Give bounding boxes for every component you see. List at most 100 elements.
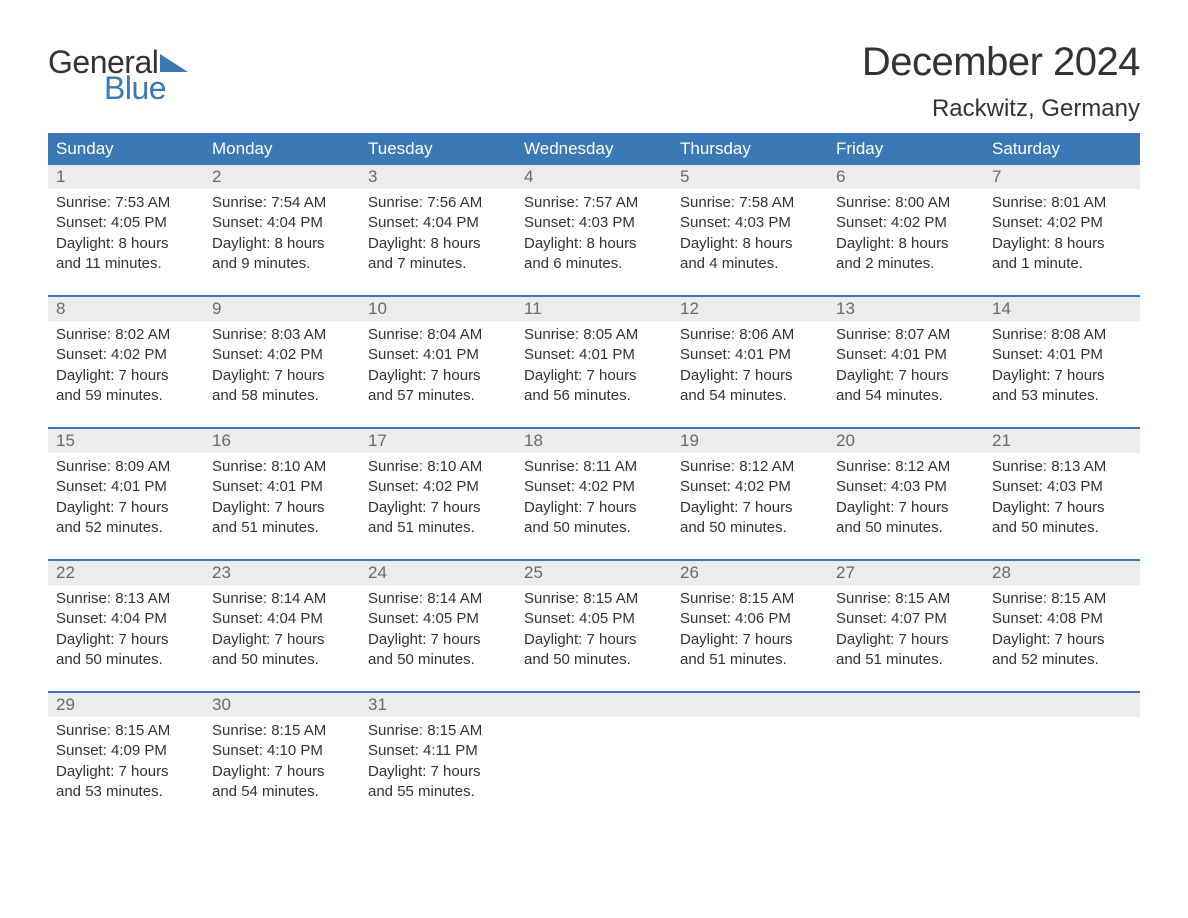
day-cell: Sunrise: 8:11 AMSunset: 4:02 PMDaylight:… <box>516 453 672 559</box>
sunset-line: Sunset: 4:03 PM <box>524 213 664 233</box>
daylight-line-2: and 50 minutes. <box>368 650 508 670</box>
sunset-line: Sunset: 4:02 PM <box>992 213 1132 233</box>
daylight-line-1: Daylight: 7 hours <box>212 498 352 518</box>
day-number: 14 <box>984 297 1140 321</box>
daylight-line-1: Daylight: 7 hours <box>56 762 196 782</box>
day-body-row: Sunrise: 8:02 AMSunset: 4:02 PMDaylight:… <box>48 321 1140 427</box>
sunrise-line: Sunrise: 8:14 AM <box>368 589 508 609</box>
sunset-line: Sunset: 4:03 PM <box>992 477 1132 497</box>
calendar-header-row: SundayMondayTuesdayWednesdayThursdayFrid… <box>48 133 1140 165</box>
day-number: 2 <box>204 165 360 189</box>
day-cell: Sunrise: 7:57 AMSunset: 4:03 PMDaylight:… <box>516 189 672 295</box>
sunset-line: Sunset: 4:01 PM <box>524 345 664 365</box>
daylight-line-2: and 52 minutes. <box>992 650 1132 670</box>
day-number: 1 <box>48 165 204 189</box>
daylight-line-2: and 2 minutes. <box>836 254 976 274</box>
sunrise-line: Sunrise: 8:07 AM <box>836 325 976 345</box>
location: Rackwitz, Germany <box>862 95 1140 123</box>
sunset-line: Sunset: 4:01 PM <box>56 477 196 497</box>
day-number: 24 <box>360 561 516 585</box>
daylight-line-2: and 50 minutes. <box>680 518 820 538</box>
day-number: 23 <box>204 561 360 585</box>
sunrise-line: Sunrise: 8:12 AM <box>836 457 976 477</box>
daylight-line-1: Daylight: 8 hours <box>992 234 1132 254</box>
sunrise-line: Sunrise: 8:13 AM <box>56 589 196 609</box>
sunset-line: Sunset: 4:01 PM <box>836 345 976 365</box>
sunrise-line: Sunrise: 8:10 AM <box>368 457 508 477</box>
sunset-line: Sunset: 4:06 PM <box>680 609 820 629</box>
day-number: 13 <box>828 297 984 321</box>
sunrise-line: Sunrise: 8:03 AM <box>212 325 352 345</box>
sunset-line: Sunset: 4:02 PM <box>836 213 976 233</box>
sunset-line: Sunset: 4:02 PM <box>680 477 820 497</box>
calendar-weeks: 1234567Sunrise: 7:53 AMSunset: 4:05 PMDa… <box>48 165 1140 823</box>
day-header: Sunday <box>48 133 204 165</box>
week-block: 293031Sunrise: 8:15 AMSunset: 4:09 PMDay… <box>48 691 1140 823</box>
day-cell: Sunrise: 8:15 AMSunset: 4:11 PMDaylight:… <box>360 717 516 823</box>
daylight-line-2: and 50 minutes. <box>524 518 664 538</box>
day-number-row: 293031 <box>48 691 1140 717</box>
day-number: 19 <box>672 429 828 453</box>
day-cell: Sunrise: 8:14 AMSunset: 4:04 PMDaylight:… <box>204 585 360 691</box>
sunset-line: Sunset: 4:02 PM <box>212 345 352 365</box>
sunset-line: Sunset: 4:07 PM <box>836 609 976 629</box>
daylight-line-1: Daylight: 7 hours <box>680 498 820 518</box>
day-number-row: 891011121314 <box>48 295 1140 321</box>
day-cell <box>828 717 984 823</box>
day-number: 20 <box>828 429 984 453</box>
daylight-line-1: Daylight: 8 hours <box>836 234 976 254</box>
day-number: 3 <box>360 165 516 189</box>
daylight-line-1: Daylight: 7 hours <box>992 366 1132 386</box>
day-cell: Sunrise: 8:15 AMSunset: 4:05 PMDaylight:… <box>516 585 672 691</box>
daylight-line-2: and 9 minutes. <box>212 254 352 274</box>
daylight-line-2: and 53 minutes. <box>56 782 196 802</box>
daylight-line-2: and 50 minutes. <box>836 518 976 538</box>
logo-text-blue: Blue <box>104 72 188 104</box>
daylight-line-1: Daylight: 7 hours <box>368 366 508 386</box>
day-number: 4 <box>516 165 672 189</box>
sunset-line: Sunset: 4:10 PM <box>212 741 352 761</box>
day-number <box>672 693 828 717</box>
day-number-row: 1234567 <box>48 165 1140 189</box>
sunrise-line: Sunrise: 8:15 AM <box>212 721 352 741</box>
daylight-line-1: Daylight: 7 hours <box>368 630 508 650</box>
daylight-line-1: Daylight: 7 hours <box>992 498 1132 518</box>
day-header: Thursday <box>672 133 828 165</box>
daylight-line-1: Daylight: 7 hours <box>212 630 352 650</box>
day-body-row: Sunrise: 8:13 AMSunset: 4:04 PMDaylight:… <box>48 585 1140 691</box>
day-number: 30 <box>204 693 360 717</box>
day-header: Tuesday <box>360 133 516 165</box>
topbar: General Blue December 2024 Rackwitz, Ger… <box>48 40 1140 123</box>
day-header: Wednesday <box>516 133 672 165</box>
daylight-line-2: and 50 minutes. <box>992 518 1132 538</box>
daylight-line-1: Daylight: 7 hours <box>992 630 1132 650</box>
logo: General Blue <box>48 40 188 104</box>
sunrise-line: Sunrise: 8:09 AM <box>56 457 196 477</box>
daylight-line-1: Daylight: 8 hours <box>56 234 196 254</box>
daylight-line-2: and 4 minutes. <box>680 254 820 274</box>
day-body-row: Sunrise: 8:09 AMSunset: 4:01 PM Daylight:… <box>48 453 1140 559</box>
day-number: 27 <box>828 561 984 585</box>
sunset-line: Sunset: 4:01 PM <box>680 345 820 365</box>
sunset-line: Sunset: 4:02 PM <box>524 477 664 497</box>
day-header: Saturday <box>984 133 1140 165</box>
sunset-line: Sunset: 4:01 PM <box>368 345 508 365</box>
sunset-line: Sunset: 4:04 PM <box>368 213 508 233</box>
sunrise-line: Sunrise: 8:15 AM <box>368 721 508 741</box>
day-number: 12 <box>672 297 828 321</box>
day-cell: Sunrise: 7:54 AMSunset: 4:04 PMDaylight:… <box>204 189 360 295</box>
day-cell: Sunrise: 8:01 AMSunset: 4:02 PMDaylight:… <box>984 189 1140 295</box>
daylight-line-1: Daylight: 7 hours <box>212 366 352 386</box>
day-number: 26 <box>672 561 828 585</box>
daylight-line-1: Daylight: 8 hours <box>212 234 352 254</box>
daylight-line-2: and 50 minutes. <box>56 650 196 670</box>
day-cell: Sunrise: 8:10 AMSunset: 4:01 PMDaylight:… <box>204 453 360 559</box>
sunrise-line: Sunrise: 7:57 AM <box>524 193 664 213</box>
daylight-line-2: and 1 minute. <box>992 254 1132 274</box>
daylight-line-2: and 50 minutes. <box>212 650 352 670</box>
day-cell: Sunrise: 8:13 AMSunset: 4:04 PMDaylight:… <box>48 585 204 691</box>
day-number: 22 <box>48 561 204 585</box>
sunset-line: Sunset: 4:03 PM <box>680 213 820 233</box>
daylight-line-2: and 54 minutes. <box>212 782 352 802</box>
sunrise-line: Sunrise: 8:02 AM <box>56 325 196 345</box>
